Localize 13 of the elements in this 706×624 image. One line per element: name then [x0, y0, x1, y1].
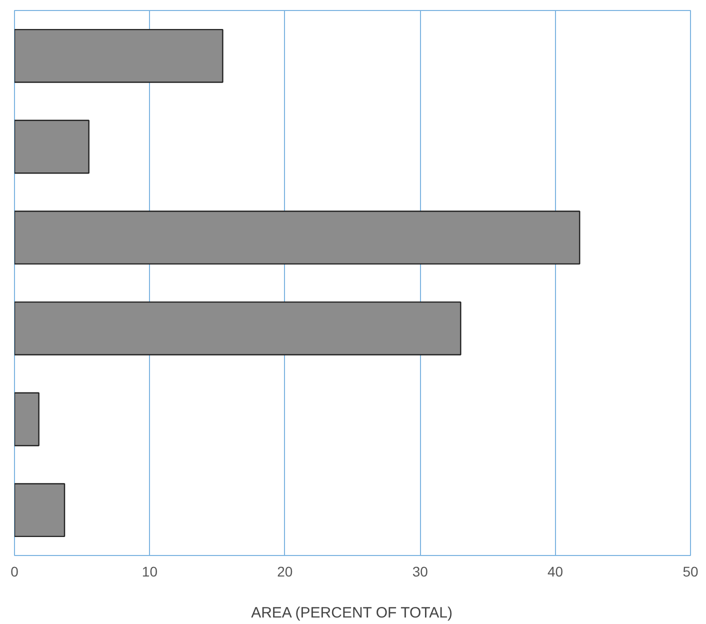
x-tick-label: 40 [548, 564, 564, 580]
bar [14, 483, 66, 538]
bar [14, 392, 40, 446]
x-tick-label: 50 [682, 564, 698, 580]
bar [14, 301, 462, 356]
x-tick-label: 20 [277, 564, 293, 580]
bar [14, 28, 224, 83]
x-axis-title: AREA (PERCENT OF TOTAL) [251, 604, 453, 622]
bar [14, 120, 90, 174]
x-tick-label: 10 [142, 564, 158, 580]
x-tick-label: 0 [10, 564, 19, 580]
x-tick-label: 30 [412, 564, 428, 580]
bar [14, 210, 580, 265]
